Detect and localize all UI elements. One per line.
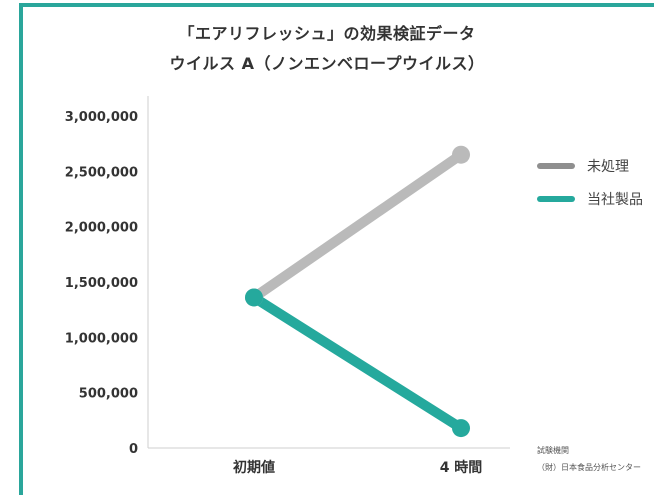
series-point-1-1 bbox=[452, 419, 470, 438]
legend-swatch-product bbox=[537, 196, 575, 202]
legend-item-product: 当社製品 bbox=[537, 189, 643, 209]
frame-border-left bbox=[19, 3, 23, 495]
x-tick-label: 初期値 bbox=[233, 459, 275, 476]
legend-item-unprocessed: 未処理 bbox=[537, 156, 629, 176]
y-tick-label: 2,000,000 bbox=[65, 221, 138, 236]
legend-swatch-unprocessed bbox=[537, 163, 575, 169]
y-tick-label: 1,000,000 bbox=[65, 331, 138, 346]
series-point-0-1 bbox=[452, 145, 470, 164]
series-point-1-0 bbox=[245, 288, 263, 307]
y-tick-label: 0 bbox=[129, 442, 138, 457]
y-tick-label: 3,000,000 bbox=[65, 110, 138, 125]
series-line-0 bbox=[249, 149, 466, 303]
y-tick-label: 1,500,000 bbox=[65, 276, 138, 291]
chart-title: 「エアリフレッシュ」の効果検証データ bbox=[178, 24, 476, 43]
test-org-label: 試験機関 bbox=[537, 446, 569, 455]
x-tick-label: 4 時間 bbox=[440, 459, 483, 476]
y-tick-label: 500,000 bbox=[79, 387, 138, 402]
frame-border-top bbox=[19, 3, 654, 7]
legend-label-unprocessed: 未処理 bbox=[587, 159, 629, 175]
test-org-name: （財）日本食品分析センター bbox=[537, 463, 641, 472]
legend-label-product: 当社製品 bbox=[587, 192, 643, 208]
chart-subtitle: ウイルス A（ノンエンベロープウイルス） bbox=[169, 54, 485, 73]
y-tick-label: 2,500,000 bbox=[65, 165, 138, 180]
series-line-1 bbox=[249, 292, 466, 434]
